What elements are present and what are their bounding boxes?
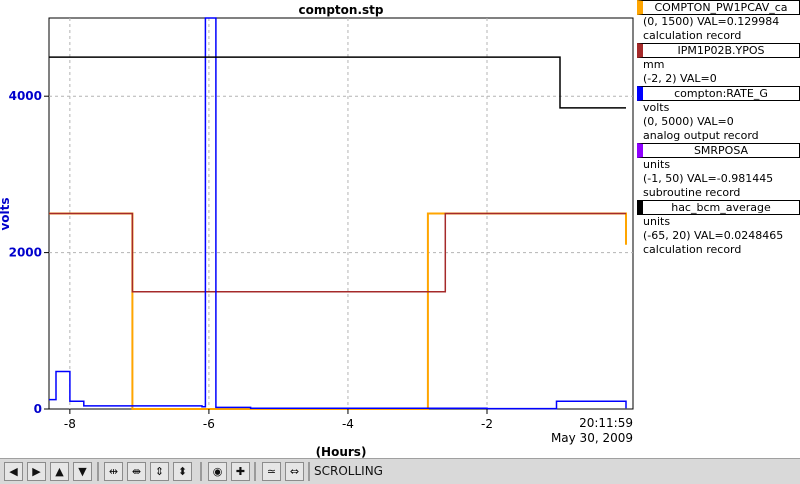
gridlines <box>49 18 633 409</box>
expand-vertical-icon[interactable]: ⇕ <box>150 462 169 481</box>
legend-entry-name: COMPTON_PW1PCAV_ca <box>637 0 800 15</box>
x-axis-label: (Hours) <box>316 445 367 458</box>
legend-entry-detail: (0, 1500) VAL=0.129984 <box>643 15 780 28</box>
legend-entry-detail: (-2, 2) VAL=0 <box>643 72 717 85</box>
toolbar-separator <box>97 462 99 481</box>
series-layer <box>49 17 627 410</box>
legend-entry[interactable]: SMRPOSA units (-1, 50) VAL=-0.981445 subrou… <box>637 143 800 200</box>
legend-entry[interactable]: IPM1P02B.YPOS mm (-2, 2) VAL=0 <box>637 43 800 86</box>
arrow-down-icon[interactable]: ▼ <box>73 462 92 481</box>
add-icon[interactable]: ✚ <box>231 462 250 481</box>
x-tick-label: -2 <box>481 417 493 431</box>
expand-horizontal-icon[interactable]: ⇹ <box>104 462 123 481</box>
legend-entry-detail: volts <box>643 101 670 114</box>
legend-entry-detail: mm <box>643 58 665 71</box>
graph-mode-icon[interactable]: ≃ <box>262 462 281 481</box>
scroll-status: SCROLLING <box>314 464 383 478</box>
legend-entry-detail: analog output record <box>643 129 759 142</box>
legend-entry-name: hac_bcm_average <box>637 200 800 215</box>
toolbar-separator <box>254 462 256 481</box>
legend-entry[interactable]: hac_bcm_average units (-65, 20) VAL=0.0248… <box>637 200 800 257</box>
toolbar-separator <box>308 462 310 481</box>
y-tick-label: 4000 <box>9 89 42 103</box>
compress-vertical-icon[interactable]: ⬍ <box>173 462 192 481</box>
legend-entry-detail: subroutine record <box>643 186 741 199</box>
x-tick-label: -4 <box>342 417 354 431</box>
zoom-icon[interactable]: ◉ <box>208 462 227 481</box>
legend-entry-name: compton:RATE_G <box>637 86 800 101</box>
axes: 0 2000 4000 -8 -6 -4 -2 <box>9 89 493 431</box>
x-tick-label: -6 <box>203 417 215 431</box>
y-tick-label: 0 <box>34 402 42 416</box>
timestamp-date: May 30, 2009 <box>551 431 633 445</box>
y-axis-label: volts <box>0 197 12 230</box>
toolbar-separator <box>200 462 202 481</box>
legend-entry[interactable]: compton:RATE_G volts (0, 5000) VAL=0 analog… <box>637 86 800 143</box>
legend-entry-name: SMRPOSA <box>637 143 800 158</box>
legend-entry-detail: units <box>643 215 671 228</box>
legend-entry-detail: calculation record <box>643 243 742 256</box>
chart-area[interactable]: 0 2000 4000 -8 -6 -4 -2 compton.stp (Hours) vo… <box>0 0 637 458</box>
toolbar: SCROLLING ◀ ▶ ▲ ▼ ⇹ ⇼ ⇕ ⬍ ◉ ✚ ≃ ⇔ <box>0 458 800 484</box>
legend-entry-name: IPM1P02B.YPOS <box>637 43 800 58</box>
legend-entry[interactable]: COMPTON_PW1PCAV_ca (0, 1500) VAL=0.129984… <box>637 0 800 43</box>
series-line-1 <box>49 212 626 293</box>
series-line-4 <box>49 56 626 109</box>
y-tick-label: 2000 <box>9 246 42 260</box>
scroll-mode-icon[interactable]: ⇔ <box>285 462 304 481</box>
arrow-up-icon[interactable]: ▲ <box>50 462 69 481</box>
legend-entry-detail: (-65, 20) VAL=0.0248465 <box>643 229 784 242</box>
timestamp-time: 20:11:59 <box>579 416 633 430</box>
legend: COMPTON_PW1PCAV_ca (0, 1500) VAL=0.129984… <box>637 0 800 257</box>
legend-entry-detail: (-1, 50) VAL=-0.981445 <box>643 172 774 185</box>
compress-horizontal-icon[interactable]: ⇼ <box>127 462 146 481</box>
chart-title: compton.stp <box>298 3 383 17</box>
arrow-left-icon[interactable]: ◀ <box>4 462 23 481</box>
legend-entry-detail: units <box>643 158 671 171</box>
x-tick-label: -8 <box>64 417 76 431</box>
series-line-2 <box>49 17 627 410</box>
legend-entry-detail: calculation record <box>643 29 742 42</box>
legend-entry-detail: (0, 5000) VAL=0 <box>643 115 734 128</box>
arrow-right-icon[interactable]: ▶ <box>27 462 46 481</box>
